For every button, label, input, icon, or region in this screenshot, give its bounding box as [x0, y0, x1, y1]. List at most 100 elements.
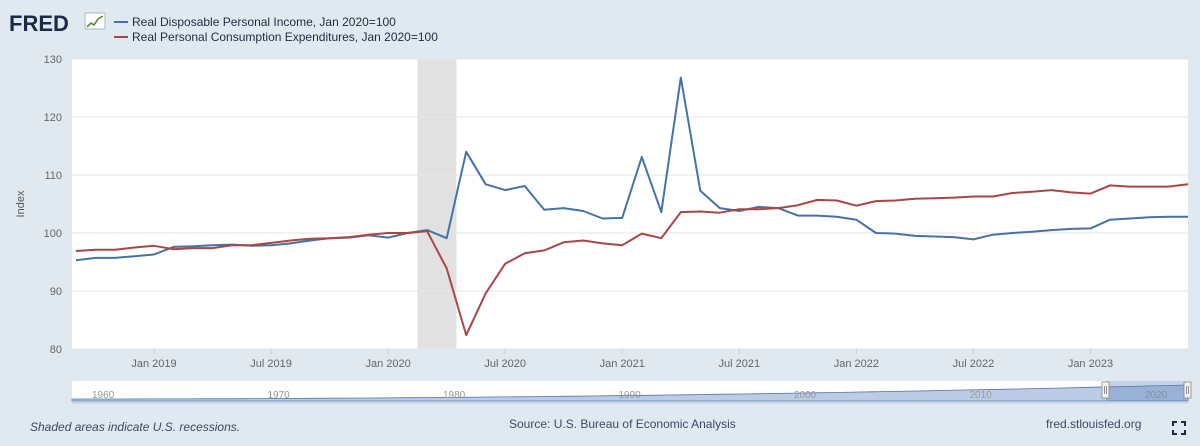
data-point[interactable] [94, 249, 96, 251]
data-point[interactable] [504, 263, 506, 265]
data-point[interactable] [211, 244, 213, 246]
data-point[interactable] [504, 189, 506, 191]
data-point[interactable] [797, 214, 799, 216]
data-point[interactable] [1187, 216, 1189, 218]
data-point[interactable] [875, 200, 877, 202]
data-point[interactable] [563, 241, 565, 243]
data-point[interactable] [894, 199, 896, 201]
data-point[interactable] [153, 245, 155, 247]
site-link[interactable]: fred.stlouisfed.org [1046, 417, 1142, 431]
data-point[interactable] [172, 246, 174, 248]
data-point[interactable] [465, 151, 467, 153]
data-point[interactable] [289, 239, 291, 241]
data-point[interactable] [445, 267, 447, 269]
data-point[interactable] [524, 252, 526, 254]
data-point[interactable] [328, 237, 330, 239]
data-point[interactable] [484, 292, 486, 294]
fred-logo[interactable]: FRED [9, 11, 106, 36]
data-point[interactable] [172, 248, 174, 250]
data-point[interactable] [367, 234, 369, 236]
data-point[interactable] [777, 207, 779, 209]
data-point[interactable] [875, 232, 877, 234]
data-point[interactable] [231, 244, 233, 246]
data-point[interactable] [445, 237, 447, 239]
data-point[interactable] [660, 211, 662, 213]
data-point[interactable] [914, 235, 916, 237]
data-point[interactable] [270, 242, 272, 244]
data-point[interactable] [953, 196, 955, 198]
data-point[interactable] [1148, 216, 1150, 218]
data-point[interactable] [797, 204, 799, 206]
data-point[interactable] [933, 235, 935, 237]
data-point[interactable] [1050, 229, 1052, 231]
data-point[interactable] [1050, 189, 1052, 191]
data-point[interactable] [1089, 192, 1091, 194]
data-point[interactable] [153, 253, 155, 255]
data-point[interactable] [1070, 191, 1072, 193]
data-point[interactable] [621, 244, 623, 246]
data-point[interactable] [933, 197, 935, 199]
data-point[interactable] [309, 238, 311, 240]
data-point[interactable] [602, 217, 604, 219]
data-point[interactable] [719, 207, 721, 209]
data-point[interactable] [992, 234, 994, 236]
data-point[interactable] [758, 208, 760, 210]
data-point[interactable] [387, 232, 389, 234]
data-point[interactable] [602, 242, 604, 244]
data-point[interactable] [563, 207, 565, 209]
data-point[interactable] [1089, 227, 1091, 229]
data-point[interactable] [641, 232, 643, 234]
data-point[interactable] [641, 156, 643, 158]
data-point[interactable] [133, 255, 135, 257]
data-point[interactable] [719, 212, 721, 214]
series-line-consumption[interactable] [75, 183, 1189, 337]
data-point[interactable] [465, 334, 467, 336]
data-point[interactable] [680, 211, 682, 213]
data-point[interactable] [972, 238, 974, 240]
data-point[interactable] [699, 189, 701, 191]
data-point[interactable] [894, 232, 896, 234]
data-point[interactable] [1187, 183, 1189, 185]
data-point[interactable] [543, 249, 545, 251]
data-point[interactable] [1167, 216, 1169, 218]
data-point[interactable] [1031, 231, 1033, 233]
series-layer[interactable] [75, 76, 1189, 337]
legend-item-income[interactable]: Real Disposable Personal Income, Jan 202… [114, 15, 396, 29]
data-point[interactable] [94, 257, 96, 259]
fullscreen-icon[interactable] [1172, 421, 1186, 435]
data-point[interactable] [133, 246, 135, 248]
data-point[interactable] [543, 209, 545, 211]
data-point[interactable] [992, 195, 994, 197]
data-point[interactable] [1109, 184, 1111, 186]
data-point[interactable] [855, 218, 857, 220]
navigator-selection[interactable] [1106, 381, 1187, 401]
navigator-handle-left[interactable] [1101, 381, 1110, 399]
data-point[interactable] [621, 217, 623, 219]
data-point[interactable] [484, 183, 486, 185]
data-point[interactable] [75, 259, 77, 261]
data-point[interactable] [699, 210, 701, 212]
data-point[interactable] [75, 250, 77, 252]
data-point[interactable] [758, 206, 760, 208]
data-point[interactable] [1109, 218, 1111, 220]
data-point[interactable] [1011, 232, 1013, 234]
data-point[interactable] [114, 249, 116, 251]
data-point[interactable] [582, 239, 584, 241]
data-point[interactable] [289, 242, 291, 244]
data-point[interactable] [836, 199, 838, 201]
navigator-handle-right[interactable] [1183, 381, 1192, 399]
data-point[interactable] [738, 208, 740, 210]
navigator[interactable]: 1960 1970 1980 1990 2000 2010 2020 [71, 381, 1192, 404]
data-point[interactable] [250, 244, 252, 246]
data-point[interactable] [680, 76, 682, 78]
data-point[interactable] [953, 236, 955, 238]
data-point[interactable] [406, 232, 408, 234]
data-point[interactable] [660, 237, 662, 239]
data-point[interactable] [1167, 185, 1169, 187]
data-point[interactable] [114, 257, 116, 259]
data-point[interactable] [387, 236, 389, 238]
data-point[interactable] [1011, 192, 1013, 194]
data-point[interactable] [1031, 191, 1033, 193]
data-point[interactable] [582, 210, 584, 212]
data-point[interactable] [836, 216, 838, 218]
